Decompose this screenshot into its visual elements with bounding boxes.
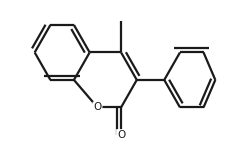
Text: O: O: [117, 130, 125, 140]
Text: O: O: [94, 102, 102, 112]
